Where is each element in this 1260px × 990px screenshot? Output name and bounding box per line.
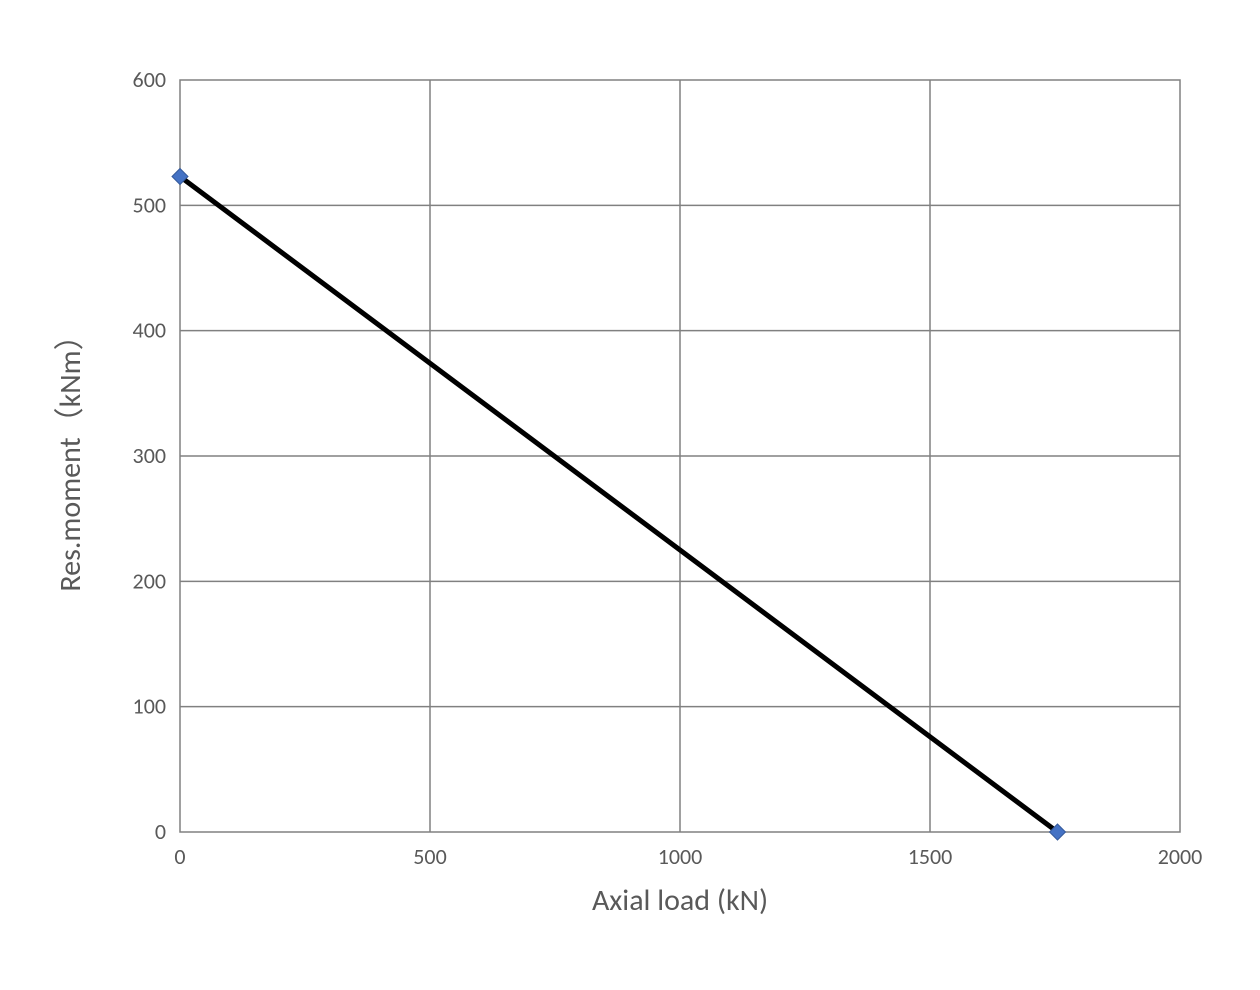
- y-tick-label: 100: [133, 693, 166, 720]
- chart-background: [0, 0, 1260, 990]
- y-tick-label: 600: [133, 66, 166, 93]
- x-tick-label: 1000: [658, 843, 703, 870]
- x-axis-title: Axial load (kN): [592, 882, 768, 919]
- y-tick-label: 300: [133, 442, 166, 469]
- y-axis-title: Res.moment（kNm）: [52, 320, 89, 591]
- y-tick-label: 0: [155, 818, 166, 845]
- y-tick-label: 200: [133, 567, 166, 594]
- x-tick-label: 500: [413, 843, 446, 870]
- chart-svg: 0 500 1000 1500 2000 0 100 200 300 400 500 600 Axial…: [0, 0, 1260, 990]
- y-tick-label: 500: [133, 191, 166, 218]
- x-tick-label: 0: [174, 843, 185, 870]
- y-tick-label: 400: [133, 317, 166, 344]
- x-tick-label: 2000: [1158, 843, 1203, 870]
- x-tick-label: 1500: [908, 843, 953, 870]
- chart-container: 0 500 1000 1500 2000 0 100 200 300 400 500 600 Axial…: [0, 0, 1260, 990]
